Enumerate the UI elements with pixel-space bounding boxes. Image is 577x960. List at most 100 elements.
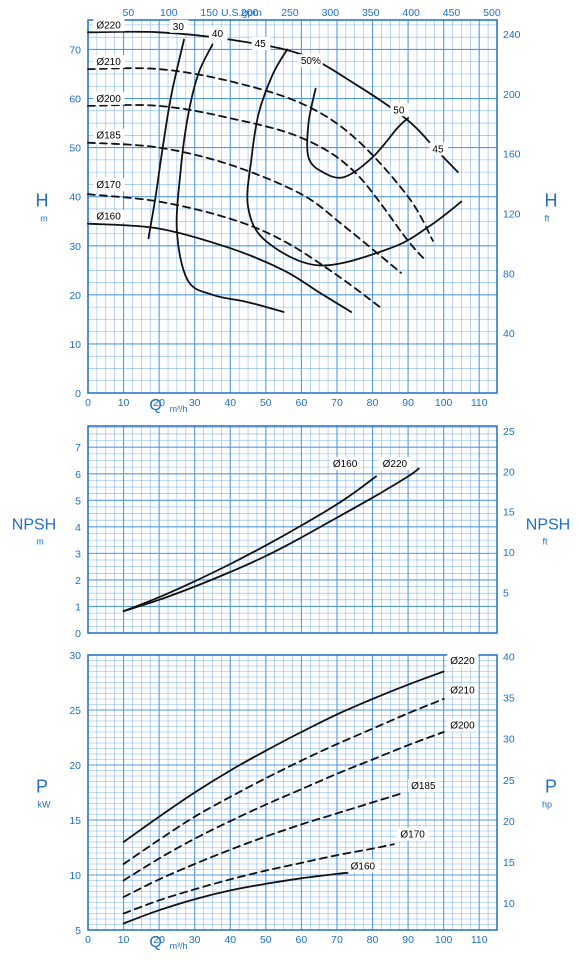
power-label-d185-bg — [408, 779, 440, 793]
head-label-eff-40: 40 — [212, 29, 224, 40]
head-label-d160-bg — [93, 209, 125, 223]
plot-frame — [87, 425, 498, 634]
y2-axis-unit: ft — [544, 214, 550, 224]
y2-tick-label: 240 — [503, 29, 521, 41]
power-curve-d200 — [122, 731, 445, 882]
x-tick-label: 10 — [118, 934, 130, 946]
head-curve-50pct — [306, 87, 409, 179]
y2-tick-label: 10 — [503, 898, 515, 910]
y-tick-label: 5 — [75, 495, 81, 507]
npsh-label-d220-bg — [379, 457, 411, 471]
head-label-eff-45-right-bg — [429, 142, 449, 156]
head-curve-d200 — [87, 104, 427, 262]
x-tick-label: 0 — [85, 934, 91, 946]
power-curve-d210 — [122, 698, 445, 865]
x-tick-label: 50 — [260, 934, 272, 946]
y2-tick-label: 10 — [503, 547, 515, 559]
head-label-eff-30: 30 — [173, 22, 185, 33]
head-curve-30 — [147, 38, 185, 240]
y-tick-label: 4 — [75, 522, 81, 534]
x-tick-label: 30 — [189, 934, 201, 946]
series-group-power — [122, 670, 445, 925]
head-label-d160: Ø160 — [96, 212, 121, 223]
x2-tick-label: 350 — [362, 7, 380, 19]
power-curve-d220 — [122, 670, 445, 843]
x-tick-label: 110 — [471, 397, 488, 409]
x-tick-label: 20 — [153, 934, 165, 946]
head-label-d200: Ø200 — [96, 94, 121, 105]
npsh-label-d160-bg — [329, 457, 362, 471]
y-tick-label: 25 — [69, 705, 81, 717]
head-label-d210-bg — [93, 55, 125, 69]
y2-tick-label: 30 — [503, 734, 515, 746]
head-label-d170-bg — [93, 178, 125, 192]
x2-tick-label: 50 — [123, 7, 135, 19]
x-tick-label: 0 — [85, 397, 91, 409]
x-tick-label: 80 — [367, 397, 379, 409]
x-tick-label: 60 — [296, 397, 308, 409]
y-tick-label: 10 — [69, 339, 81, 351]
y2-tick-label: 160 — [503, 149, 521, 161]
power-label-d170: Ø170 — [400, 830, 425, 841]
x-axis-title: Q — [149, 934, 161, 951]
head-label-eff-50-right-bg — [390, 103, 409, 117]
head-curve-40 — [175, 43, 285, 313]
y2-tick-label: 35 — [503, 693, 515, 705]
x-tick-label: 60 — [296, 934, 308, 946]
y2-axis-title: H — [545, 191, 558, 211]
y-tick-label: 7 — [75, 442, 81, 454]
power-label-d160-bg — [347, 859, 379, 873]
plot-frame — [87, 654, 498, 931]
x-tick-label: 40 — [224, 397, 236, 409]
x-tick-label: 30 — [189, 397, 201, 409]
y2-tick-label: 15 — [503, 507, 515, 519]
x2-tick-label: 250 — [281, 7, 299, 19]
x-tick-label: 90 — [402, 397, 414, 409]
y2-tick-label: 40 — [503, 328, 515, 340]
y-tick-label: 30 — [69, 650, 81, 662]
grid-head — [87, 19, 498, 394]
y2-axis-title: P — [545, 777, 557, 797]
x-tick-label: 40 — [224, 934, 236, 946]
y-axis-unit: m — [40, 214, 48, 224]
power-curve-d160 — [122, 871, 349, 925]
y2-axis-title: NPSH — [526, 517, 570, 534]
head-label-eff-45: 45 — [255, 39, 267, 50]
y2-axis-unit: ft — [542, 537, 548, 547]
head-curve-d160 — [87, 222, 353, 313]
y2-tick-label: 80 — [503, 268, 515, 280]
y-axis-unit: m — [36, 537, 44, 547]
y-axis-unit: kW — [38, 800, 52, 810]
x2-tick-label: 300 — [322, 7, 340, 19]
head-label-eff-30-bg — [169, 19, 189, 33]
y2-axis-unit: hp — [542, 800, 552, 810]
y2-tick-label: 120 — [503, 208, 521, 220]
x2-tick-label: 450 — [443, 7, 461, 19]
power-curve-d185 — [122, 792, 402, 898]
x-tick-label: 110 — [471, 934, 488, 946]
head-label-eff-40-bg — [208, 27, 228, 41]
head-label-d185-bg — [93, 128, 125, 142]
x2-axis-title: U.S.gpm — [221, 7, 262, 19]
y2-tick-label: 40 — [503, 652, 515, 664]
y-tick-label: 70 — [69, 44, 81, 56]
x-axis-unit: m³/h — [170, 404, 188, 414]
npsh-label-d220: Ø220 — [383, 459, 408, 470]
head-curve-d170 — [87, 193, 385, 311]
y-tick-label: 0 — [75, 388, 81, 400]
y-axis-title: NPSH — [12, 517, 56, 534]
x2-tick-label: 150 — [200, 7, 218, 19]
y-tick-label: 40 — [69, 192, 81, 204]
series-group-head — [87, 30, 463, 313]
y-tick-label: 1 — [75, 601, 81, 613]
head-label-eff-45-bg — [251, 36, 271, 50]
y-axis-title: P — [36, 777, 48, 797]
y2-tick-label: 5 — [503, 588, 509, 600]
head-curve-45 — [246, 48, 463, 267]
head-label-eff-50-right: 50 — [393, 105, 405, 116]
series-group-npsh — [122, 467, 420, 613]
y-tick-label: 60 — [69, 94, 81, 106]
npsh-curve-d160 — [122, 475, 377, 613]
y-tick-label: 20 — [69, 760, 81, 772]
head-label-eff-50pct-bg — [297, 54, 323, 68]
